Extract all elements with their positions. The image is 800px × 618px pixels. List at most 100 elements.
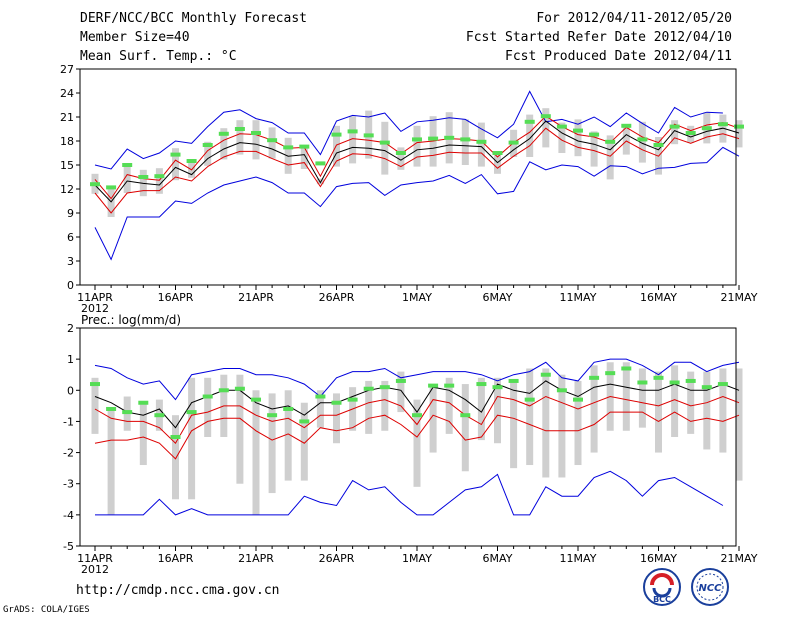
- observed-mark: [395, 378, 406, 383]
- observed-mark: [395, 151, 406, 155]
- spread-box: [188, 377, 196, 500]
- spread-box: [268, 127, 276, 159]
- spread-box: [252, 390, 260, 515]
- spread-box: [172, 148, 179, 181]
- observed-mark: [106, 406, 117, 411]
- spread-box: [268, 393, 276, 494]
- observed-mark: [717, 122, 728, 127]
- spread-box: [574, 119, 582, 157]
- observed-mark: [412, 137, 422, 142]
- spread-box: [413, 125, 421, 167]
- series-line-upper: [94, 380, 740, 429]
- observed-mark: [460, 137, 471, 142]
- observed-mark: [218, 388, 229, 393]
- y-tick-label: 24: [60, 87, 74, 100]
- spread-box: [477, 377, 485, 441]
- observed-mark: [170, 435, 181, 439]
- spread-box: [349, 116, 357, 164]
- observed-mark: [685, 131, 696, 135]
- x-tick-label: 16MAY: [640, 291, 677, 304]
- bcc-logo-icon: BCC: [643, 568, 681, 606]
- started-date: Fcst Started Refer Date 2012/04/10: [465, 30, 732, 45]
- forecast-period: For 2012/04/11-2012/05/20: [536, 11, 732, 26]
- y-tick-label: 12: [60, 183, 74, 196]
- x-tick-label: 21MAY: [721, 291, 758, 304]
- x-tick-label: 11MAY: [560, 552, 597, 565]
- spread-box: [300, 402, 308, 481]
- series-line-lower_red: [94, 411, 740, 460]
- spread-box: [155, 168, 163, 194]
- precip-label: Prec.: log(mm/d): [81, 313, 181, 327]
- observed-mark: [444, 135, 455, 140]
- observed-mark: [347, 129, 358, 134]
- observed-mark: [669, 124, 680, 129]
- spread-box: [526, 114, 534, 157]
- y-tick-label: 2: [67, 322, 74, 335]
- spread-box: [300, 145, 308, 169]
- precipitation-chart: -5 -4 -3 -2 -1 0 1 2 11APR 16APR 21APR 26APR 1MAY 6MA…: [63, 322, 758, 576]
- y-tick-label: 15: [60, 159, 74, 172]
- y-tick-label: -3: [63, 478, 74, 491]
- spread-box: [719, 368, 727, 453]
- observed-mark: [202, 143, 213, 147]
- observed-mark: [90, 182, 100, 187]
- observed-mark: [685, 378, 696, 383]
- spread-box: [316, 390, 324, 428]
- observed-mark: [717, 382, 728, 387]
- y-tick-label: -1: [63, 415, 74, 428]
- observed-mark: [138, 400, 149, 405]
- spread-box: [204, 377, 212, 437]
- year-label: 2012: [81, 563, 109, 576]
- spread-box: [220, 128, 228, 160]
- x-tick-label: 21APR: [238, 552, 274, 565]
- observed-mark: [122, 410, 133, 415]
- observed-mark: [508, 140, 519, 145]
- observed-mark: [218, 131, 229, 136]
- spread-box: [429, 384, 437, 453]
- spread-box: [558, 122, 566, 153]
- spread-box: [703, 371, 711, 450]
- spread-box: [284, 390, 292, 481]
- observed-mark: [460, 413, 471, 418]
- observed-mark: [331, 400, 342, 405]
- observed-mark: [267, 138, 278, 143]
- x-tick-label: 16APR: [158, 291, 194, 304]
- x-tick-label: 21MAY: [721, 552, 758, 565]
- series-line-min: [94, 146, 740, 261]
- variable-label: Mean Surf. Temp.: °C: [80, 49, 237, 64]
- observed-mark: [299, 419, 310, 424]
- y-tick-label: 9: [67, 207, 74, 220]
- observed-mark: [251, 131, 261, 135]
- x-tick-label: 11APR: [77, 552, 113, 565]
- y-tick-label: 1: [67, 353, 74, 366]
- spread-box: [381, 121, 389, 175]
- spread-box: [316, 178, 324, 185]
- observed-mark: [283, 145, 294, 150]
- observed-mark: [379, 385, 390, 390]
- spread-box: [236, 120, 244, 155]
- observed-mark: [331, 132, 342, 137]
- observed-mark: [428, 383, 439, 388]
- x-tick-label: 11MAY: [560, 291, 597, 304]
- spread-box: [172, 415, 179, 500]
- observed-mark: [556, 388, 567, 393]
- source-url[interactable]: http://cmdp.ncc.cma.gov.cn: [76, 583, 280, 598]
- spread-box: [107, 408, 115, 515]
- observed-mark: [315, 394, 326, 399]
- observed-mark: [363, 386, 374, 391]
- series-line-mean_red: [94, 395, 740, 445]
- observed-mark: [573, 128, 583, 133]
- spread-box: [671, 120, 679, 145]
- observed-mark: [701, 385, 712, 390]
- observed-mark: [476, 139, 487, 144]
- observed-mark: [621, 123, 632, 128]
- observed-mark: [234, 127, 245, 131]
- spread-box: [333, 125, 340, 167]
- observed-mark: [669, 380, 680, 385]
- observed-mark: [605, 371, 616, 376]
- observed-mark: [589, 132, 600, 137]
- series-line-max: [94, 358, 740, 401]
- year-label: 2012: [81, 302, 109, 315]
- spread-box: [477, 122, 485, 167]
- chart-title: DERF/NCC/BCC Monthly Forecast: [80, 11, 307, 26]
